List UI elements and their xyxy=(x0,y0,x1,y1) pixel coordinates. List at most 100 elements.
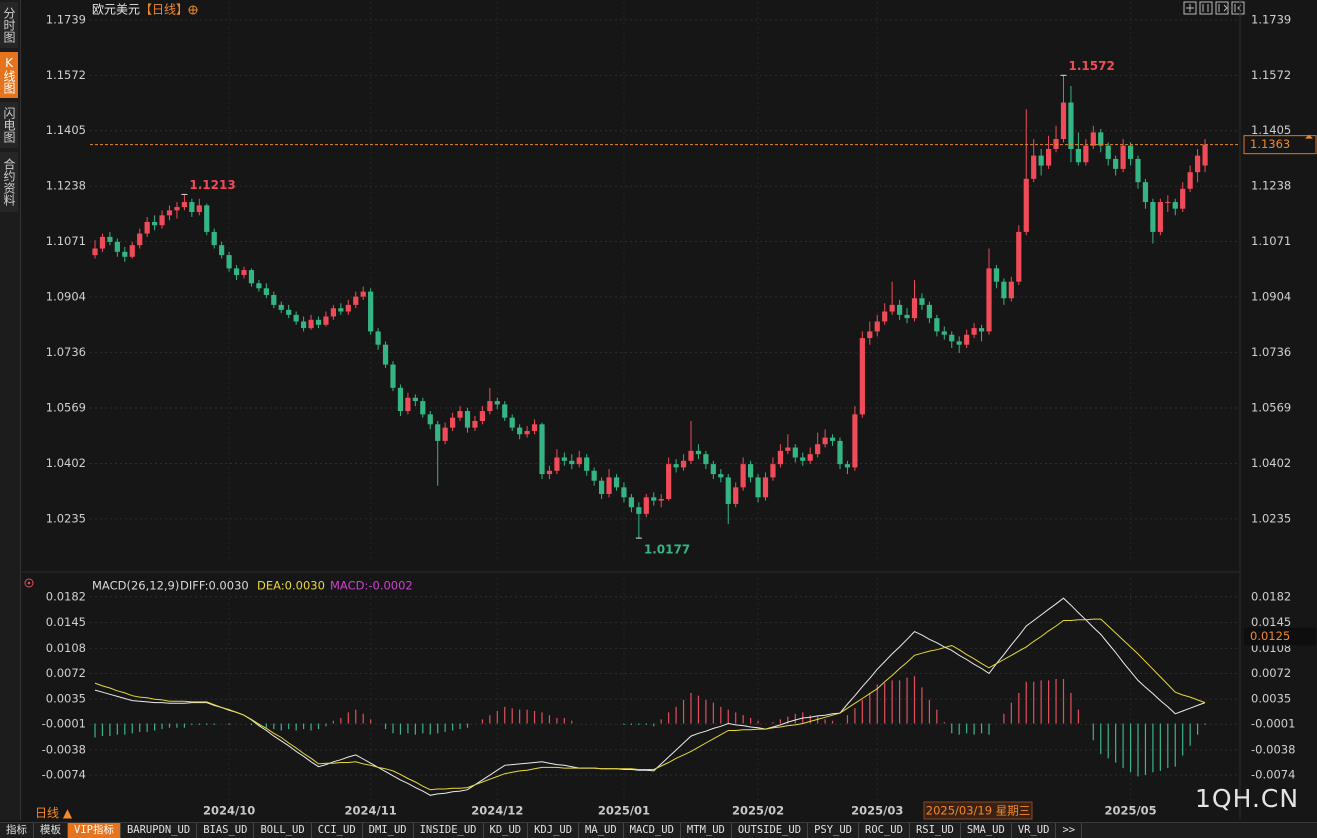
y-tick-label-right: 1.1071 xyxy=(1251,234,1291,248)
toolbar-item[interactable]: MACD_UD xyxy=(624,823,681,838)
toolbar-item[interactable]: RSI_UD xyxy=(910,823,961,838)
y-tick-label-right: 1.1405 xyxy=(1251,123,1291,137)
candle-body xyxy=(137,233,143,246)
candle-body xyxy=(345,304,351,312)
toolbar-item[interactable]: BIAS_UD xyxy=(197,823,255,838)
candle-body xyxy=(412,397,418,402)
candle-body xyxy=(1113,158,1119,169)
macd-legend: DEA:0.0030 xyxy=(257,579,325,593)
y-tick-label: 1.0736 xyxy=(46,345,86,359)
toolbar-item[interactable]: ROC_UD xyxy=(859,823,910,838)
candle-body xyxy=(189,202,195,212)
tab[interactable]: 闪电图 xyxy=(0,102,18,148)
y-tick-label: -0.0001 xyxy=(42,717,86,731)
crosshair-value-box xyxy=(1244,627,1316,646)
candle-body xyxy=(226,255,232,269)
last-price-box xyxy=(1243,135,1317,155)
toolbar-item[interactable]: VIP指标 xyxy=(68,823,121,838)
candle-body xyxy=(315,319,322,325)
toolbar-item[interactable]: MA_UD xyxy=(579,823,624,838)
y-tick-label: -0.0074 xyxy=(42,768,86,782)
toolbar-item[interactable]: DMI_UD xyxy=(363,823,414,838)
candle-body xyxy=(211,231,217,246)
candle-body xyxy=(919,298,925,305)
candle-body xyxy=(420,401,426,415)
indicator-icon[interactable] xyxy=(24,578,34,588)
candle-body xyxy=(777,450,783,465)
candle-body xyxy=(1150,202,1156,232)
toolbar-item[interactable]: BARUPDN_UD xyxy=(121,823,198,838)
x-tick-label: 2025/01 xyxy=(598,804,650,818)
candle-body xyxy=(1053,139,1059,149)
y-tick-label-right: -0.0001 xyxy=(1251,717,1295,731)
toolbar-item[interactable]: CCI_UD xyxy=(312,823,363,838)
candle-body xyxy=(748,464,754,478)
candle-body xyxy=(867,331,873,339)
candle-body xyxy=(1075,148,1081,163)
candle-body xyxy=(561,457,567,461)
candle-body xyxy=(844,464,851,468)
last-price-marker xyxy=(1305,134,1313,139)
toolbar-item[interactable]: >> xyxy=(1056,823,1083,838)
candle-body xyxy=(450,417,456,428)
y-tick-label-right: 1.0904 xyxy=(1251,289,1291,303)
candle-body xyxy=(949,334,955,342)
toolbar-item[interactable]: INSIDE_UD xyxy=(414,823,484,838)
period-selector[interactable]: 日线 ▲ xyxy=(35,806,73,820)
candle-body xyxy=(897,304,903,315)
symbol: 欧元美元 xyxy=(92,3,140,17)
y-tick-label-right: 1.0569 xyxy=(1251,401,1291,415)
candle-body xyxy=(219,245,225,256)
candle-body xyxy=(442,427,448,441)
x-tick-label: 2024/12 xyxy=(471,804,523,818)
candle-body xyxy=(815,444,821,455)
candle-body xyxy=(1046,148,1052,166)
candle-body xyxy=(628,497,634,508)
toolbar-item[interactable]: KDJ_UD xyxy=(528,823,580,838)
toolbar-item[interactable]: 模板 xyxy=(34,823,68,838)
toolbar-item[interactable]: PSY_UD xyxy=(808,823,860,838)
x-tick-label: 2025/02 xyxy=(732,804,784,818)
candle-body xyxy=(1180,188,1186,209)
toolbar-item[interactable]: KD_UD xyxy=(484,823,529,838)
toolbar-item[interactable]: SMA_UD xyxy=(961,823,1012,838)
toolbar-item[interactable]: 指标 xyxy=(0,823,34,838)
candle-body xyxy=(1172,202,1178,209)
candle-body xyxy=(233,268,240,276)
candle-body xyxy=(800,457,806,461)
y-tick-label-right: 1.1572 xyxy=(1251,68,1291,82)
window-controls[interactable] xyxy=(1183,1,1245,15)
toolbar-item[interactable]: MTM_UD xyxy=(681,823,732,838)
candle-body xyxy=(584,457,590,471)
candle-body xyxy=(330,308,336,317)
candle-body xyxy=(874,321,880,332)
y-tick-label-right: 0.0182 xyxy=(1251,589,1291,603)
candle-body xyxy=(107,236,113,242)
toolbar-item[interactable]: OUTSIDE_UD xyxy=(732,823,809,838)
x-tick-label: 2025/05 xyxy=(1104,804,1156,818)
candle-body xyxy=(174,207,180,211)
candle-body xyxy=(114,241,120,252)
y-tick-label-right: 0.0035 xyxy=(1251,692,1291,706)
tab[interactable]: 分时图 xyxy=(0,2,18,48)
candle-body xyxy=(599,480,605,494)
toolbar-item[interactable]: BOLL_UD xyxy=(254,823,312,838)
candle-body xyxy=(941,331,947,335)
chart: 欧元美元 【日线】 1.1739 1.1739 1.1572 1.1572 1.1405… xyxy=(22,0,1317,820)
candle-body xyxy=(1031,155,1037,179)
tab-active[interactable]: K线图 xyxy=(0,52,18,98)
toolbar-item[interactable]: VR_UD xyxy=(1012,823,1057,838)
y-tick-label-right: 1.0402 xyxy=(1251,456,1291,470)
add-icon[interactable] xyxy=(188,5,198,15)
candle-body xyxy=(166,210,173,216)
candle-body xyxy=(1195,155,1201,173)
x-tick-label: 2024/11 xyxy=(345,804,397,818)
candle-body xyxy=(301,321,307,329)
y-tick-label: 1.1405 xyxy=(46,123,86,137)
period[interactable]: 【日线】 xyxy=(140,3,188,17)
candle-body xyxy=(1083,145,1089,163)
y-tick-label-right: 1.0235 xyxy=(1251,511,1291,525)
candle-body xyxy=(651,497,657,501)
candle-body xyxy=(1038,155,1044,166)
tab[interactable]: 合约资料 xyxy=(0,152,18,212)
